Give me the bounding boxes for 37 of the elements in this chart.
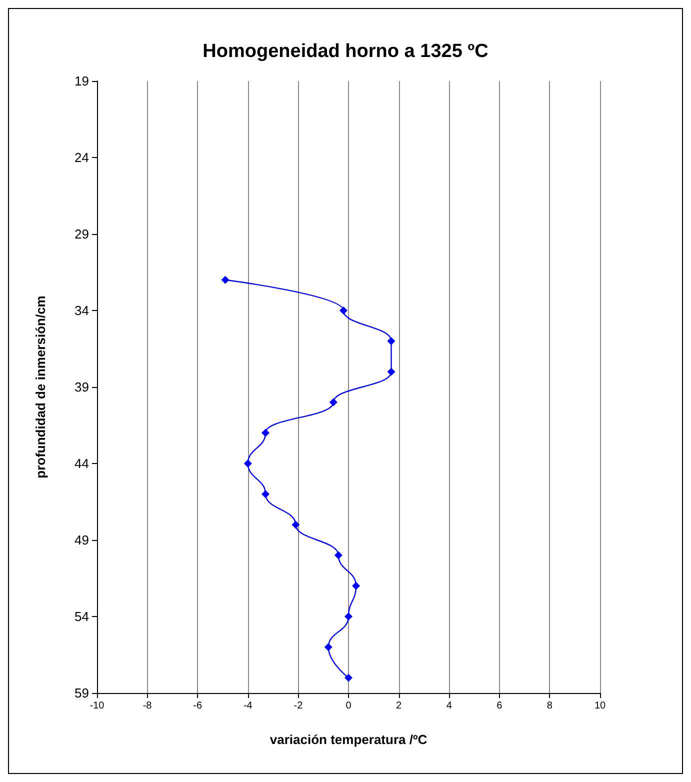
point: [339, 306, 348, 314]
point: [344, 612, 352, 620]
y-tick-label: 44: [74, 456, 89, 471]
point: [344, 674, 352, 682]
y-tick-label: 19: [74, 74, 89, 88]
y-tick-label: 29: [74, 226, 89, 242]
y-axis-title: profundidad de inmersión/cm: [33, 296, 48, 478]
y-tick-label: 49: [74, 532, 89, 548]
y-tick-label: 59: [74, 686, 89, 700]
x-tick-label: -10: [90, 700, 105, 712]
point: [292, 520, 300, 529]
point: [387, 368, 396, 376]
point: [262, 428, 270, 437]
x-tick-label: 6: [496, 700, 503, 712]
point: [221, 276, 230, 284]
point: [244, 460, 252, 468]
x-tick-label: 8: [546, 700, 553, 712]
x-tick-label: 0: [346, 700, 352, 712]
y-tick-label: 34: [74, 303, 89, 318]
x-axis-title: variación temperatura /ºC: [270, 732, 428, 747]
point: [334, 551, 342, 560]
x-tick-label: -2: [294, 700, 304, 712]
x-tick-label: -8: [142, 700, 152, 712]
point: [352, 582, 360, 590]
point: [329, 398, 338, 406]
y-tick-label: 24: [74, 150, 89, 165]
x-tick-label: 4: [446, 700, 452, 712]
y-tick-label: 54: [74, 609, 89, 624]
point: [324, 643, 332, 652]
point: [262, 490, 270, 498]
x-tick-label: 2: [396, 700, 402, 712]
x-tick-label: 10: [594, 700, 606, 712]
x-tick-label: -6: [193, 700, 202, 712]
y-tick-label: 39: [74, 380, 89, 394]
chart-title: Homogeneidad horno a 1325 ºC: [202, 41, 489, 62]
x-tick-label: -4: [243, 700, 253, 712]
point: [387, 337, 396, 346]
